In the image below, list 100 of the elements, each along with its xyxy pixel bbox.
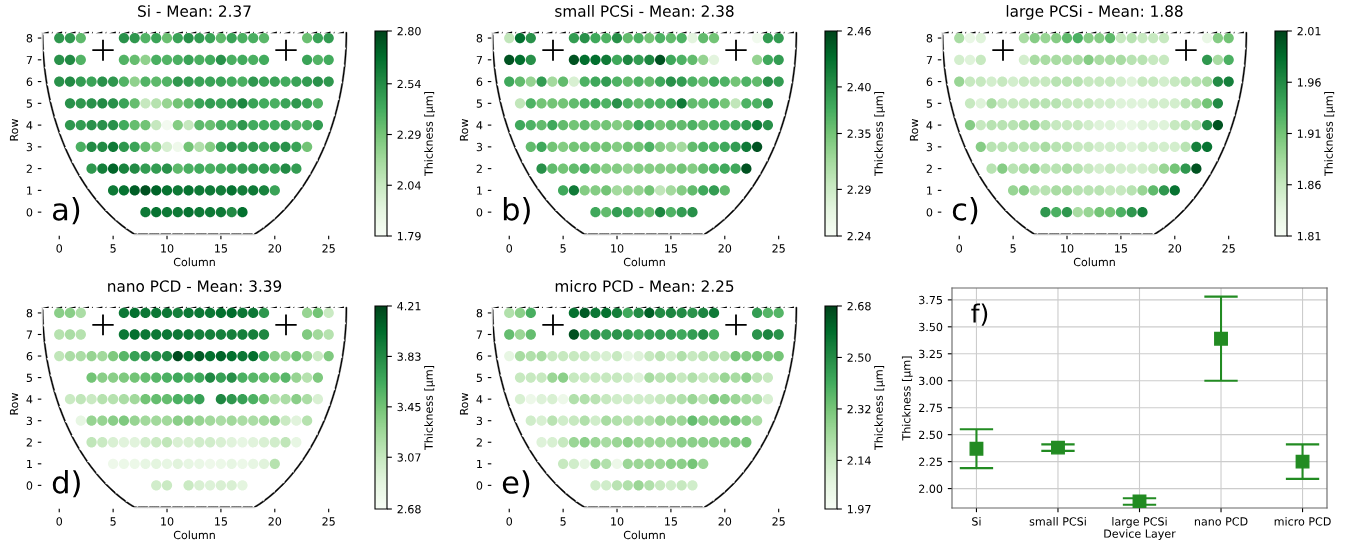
y-axis-title: Row [9,118,19,141]
x-tick-label: 5 [1010,244,1016,253]
x-tick-label: 25 [772,517,785,526]
x-tick-label: 5 [560,517,566,526]
y-tick-label: 8 [476,34,483,43]
x-tick-label: 10 [611,517,624,526]
y-tick-label: 4 [476,121,483,130]
point [1214,331,1228,346]
color-bar-title: Thickness [µm] [424,91,435,177]
x-tick-label: 20 [268,244,282,253]
y-tick-label: 6 [926,77,933,86]
x-tick-label: 0 [506,244,513,253]
y-tick-label: 1 [27,186,32,195]
x-tick-label: 0 [56,517,63,526]
y-tick-label: 3 [476,416,483,426]
y-tick-label: 4 [26,121,33,130]
x-tick-label: micro PCD [1274,517,1331,526]
annotation: c) [952,197,978,225]
y-axis-title: Row [459,392,469,415]
color-bar-label: 1.81 [1297,231,1321,241]
x-tick-label: 0 [956,244,963,253]
chart-title: Si - Mean: 2.37 [138,5,251,17]
y-tick-label: 6 [26,352,33,361]
color-bar-label: 1.97 [847,504,871,514]
y-tick-label: 3 [926,142,933,152]
x-axis-title: Column [623,530,665,540]
y-tick-label: 5 [26,99,32,108]
y-tick-label: 7 [476,55,483,65]
color-bar-label: 1.79 [397,231,421,241]
color-bar-label: 3.45 [397,402,421,412]
x-tick-label: 5 [560,244,566,253]
y-tick-label: 4 [476,395,483,404]
x-tick-label: 10 [611,244,624,253]
y-tick-label: 3.50 [919,322,943,332]
y-tick-label: 1 [477,459,482,469]
y-tick-label: 0 [476,481,483,490]
annotation: b) [503,197,530,225]
x-tick-label: 15 [665,244,677,253]
color-bar-label: 3.83 [397,352,421,361]
y-tick-label: 8 [26,34,33,43]
annotation: f) [971,303,988,326]
y-tick-label: 2.00 [919,484,943,493]
x-tick-label: 10 [1061,244,1074,253]
y-axis-title: Row [459,118,469,141]
x-tick-label: 20 [1168,244,1182,253]
color-bar-label: 2.14 [847,456,871,465]
color-bar-label: 2.40 [847,82,871,92]
y-tick-label: 5 [476,373,482,382]
y-tick-label: 7 [476,330,483,339]
y-tick-label: 2 [476,438,482,447]
color-bar-title: Thickness [µm] [1324,91,1335,177]
y-axis-title: Row [909,118,919,141]
chart-title: large PCSi - Mean: 1.88 [1006,5,1183,20]
y-tick-label: 8 [476,308,483,318]
x-tick-label: 10 [161,244,174,253]
color-bar-label: 2.68 [847,301,871,311]
y-tick-label: 3 [26,416,33,426]
color-bar-title: Thickness [µm] [424,365,435,451]
color-bar-label: 2.35 [847,129,871,138]
y-tick-label: 2.50 [919,430,943,440]
x-tick-label: 25 [1222,244,1235,253]
x-tick-label: 5 [110,517,116,526]
color-bar-label: 2.29 [847,185,871,194]
y-tick-label: 7 [26,330,33,339]
x-tick-label: 0 [506,517,513,526]
color-bar-label: 2.29 [397,130,421,139]
y-tick-label: 3.75 [919,295,942,305]
y-tick-label: 7 [26,55,33,65]
color-bar-title: Thickness [µm] [874,91,885,177]
chart-title: nano PCD - Mean: 3.39 [108,280,282,292]
y-tick-label: 2.75 [919,403,942,413]
y-tick-label: 0 [26,208,33,217]
y-tick-label: 6 [26,77,33,86]
y-axis-title: Thickness [µm] [901,356,913,441]
color-bar-label: 1.86 [1297,180,1321,190]
color-bar-label: 1.91 [1297,129,1321,138]
chart-title: micro PCD - Mean: 2.25 [555,280,734,292]
y-tick-label: 6 [476,352,483,361]
x-axis-title: Column [173,530,215,540]
x-axis-title: Column [1073,257,1115,267]
color-bar-label: 1.96 [1297,78,1321,87]
y-tick-label: 2 [26,438,32,447]
color-bar-label: 2.80 [397,26,421,36]
chart-title: small PCSi - Mean: 2.38 [555,5,734,17]
y-tick-label: 1 [927,186,932,195]
annotation: d) [52,470,80,498]
y-tick-label: 3.00 [919,376,943,386]
x-tick-label: 25 [772,244,785,253]
x-tick-label: 15 [1115,244,1127,253]
y-tick-label: 3.25 [919,349,942,359]
x-tick-label: small PCSi [1029,517,1086,526]
y-tick-label: 1 [477,186,482,195]
x-tick-label: 15 [215,244,227,253]
x-tick-label: nano PCD [1194,517,1248,526]
x-tick-label: 25 [322,244,335,253]
y-tick-label: 3 [476,142,483,152]
annotation: e) [502,470,530,498]
color-bar-title: Thickness [µm] [874,365,885,451]
color-bar-label: 2.54 [397,79,421,89]
x-axis-title: Column [173,257,215,267]
